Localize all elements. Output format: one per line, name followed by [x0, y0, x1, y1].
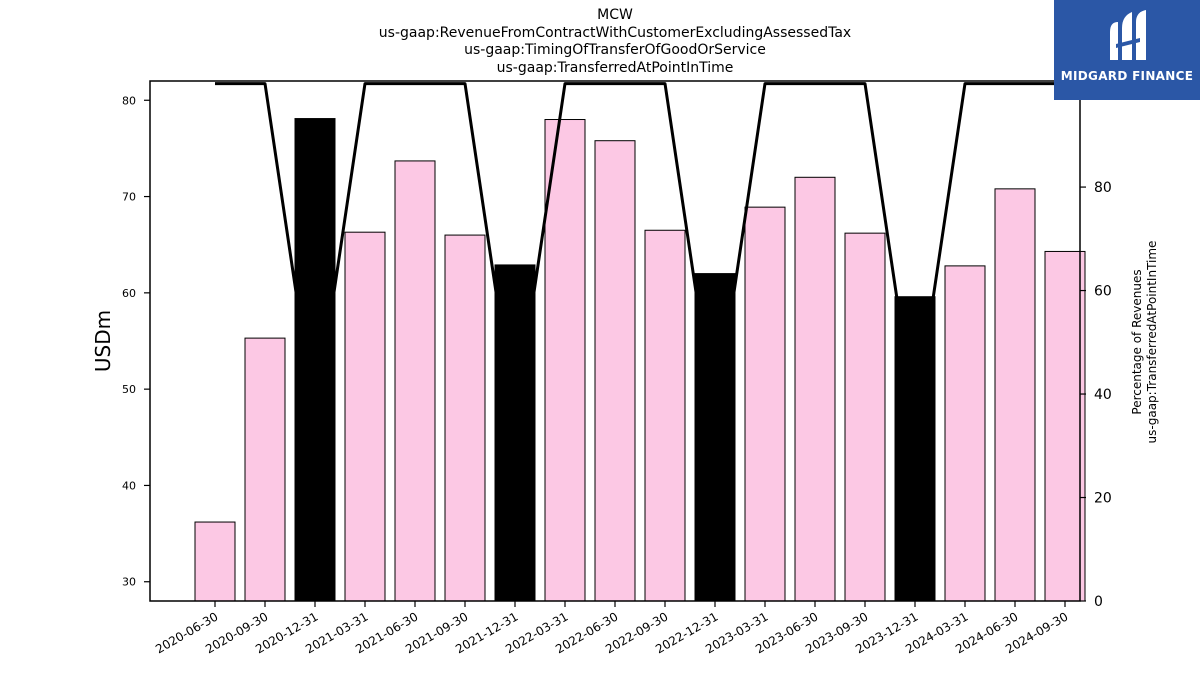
logo-text: MIDGARD FINANCE	[1060, 69, 1194, 83]
y2-tick-label-60: 60	[1094, 284, 1112, 300]
bar-2024-09-30	[1044, 250, 1086, 602]
y2-tick-label-20: 20	[1094, 491, 1112, 507]
y2-axis-label-line-2: us-gaap:TransferredAtPointInTime	[1145, 241, 1159, 444]
title-line-3: us-gaap:TimingOfTransferOfGoodOrService	[464, 42, 766, 58]
midgard-logo-icon	[1110, 10, 1146, 60]
y-tick-label-60: 60	[122, 287, 136, 300]
bar-2023-12-31	[894, 296, 936, 602]
bar-2021-09-30	[444, 234, 486, 602]
bar-2022-03-31	[544, 119, 586, 602]
y2-tick-label-40: 40	[1094, 387, 1112, 403]
y-tick-label-40: 40	[122, 479, 136, 492]
title-line-2: us-gaap:RevenueFromContractWithCustomerE…	[378, 24, 852, 41]
bar-2023-03-31	[744, 206, 786, 602]
y-axis-label: USDm	[91, 310, 115, 372]
y2-tick-label-80: 80	[1094, 180, 1112, 196]
bar-2023-06-30	[794, 176, 836, 602]
midgard-finance-logo: MIDGARD FINANCE	[1054, 0, 1200, 100]
bar-2024-06-30	[994, 188, 1036, 602]
y2-axis-label-line-1: Percentage of Revenues	[1130, 269, 1144, 414]
bar-2020-06-30	[194, 521, 236, 602]
bar-2023-09-30	[844, 232, 886, 602]
bar-2022-06-30	[594, 140, 636, 602]
title-line-4: us-gaap:TransferredAtPointInTime	[496, 59, 734, 76]
bar-2021-06-30	[394, 160, 436, 602]
bar-2020-12-31	[294, 118, 336, 602]
bar-2022-09-30	[644, 229, 686, 602]
y-tick-label-50: 50	[122, 383, 136, 396]
chart-title: MCW us-gaap:RevenueFromContractWithCusto…	[0, 7, 1200, 77]
bar-2020-09-30	[244, 337, 286, 602]
bar-2021-03-31	[344, 231, 386, 602]
y-tick-label-70: 70	[122, 191, 136, 204]
title-line-1: MCW	[597, 7, 633, 23]
y2-tick-label-0: 0	[1094, 594, 1103, 610]
bar-2024-03-31	[944, 265, 986, 602]
percentage-line	[215, 82, 1065, 422]
y-tick-label-80: 80	[122, 94, 136, 107]
bar-2021-12-31	[494, 264, 536, 602]
y-tick-label-30: 30	[122, 576, 136, 589]
